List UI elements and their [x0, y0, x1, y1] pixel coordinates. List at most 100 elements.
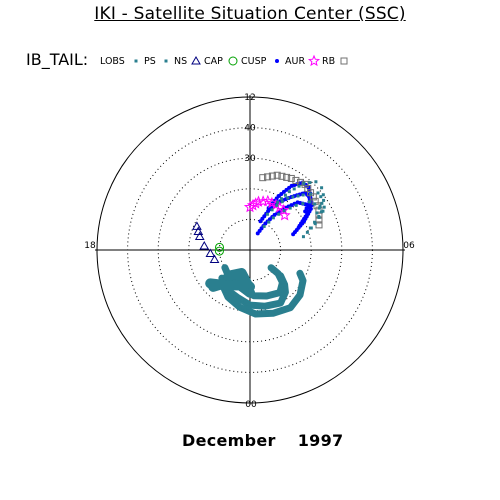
- marker: [215, 242, 225, 252]
- marker: [309, 193, 317, 201]
- marker: [233, 301, 237, 305]
- legend-label-lobs: LOBS: [100, 56, 125, 67]
- marker: [283, 288, 287, 292]
- marker: [297, 184, 301, 188]
- marker: [308, 226, 312, 230]
- marker: [301, 279, 305, 283]
- marker: [243, 300, 247, 304]
- marker: [277, 309, 281, 313]
- marker: [271, 268, 275, 272]
- legend-marker-lobs: [134, 59, 138, 63]
- marker: [296, 194, 300, 198]
- marker: [317, 206, 321, 210]
- marker: [292, 301, 296, 305]
- marker: [320, 201, 324, 205]
- marker: [263, 304, 267, 308]
- marker: [283, 285, 287, 289]
- marker: [255, 231, 260, 236]
- marker: [317, 214, 321, 218]
- marker: [288, 306, 292, 310]
- marker: [309, 192, 313, 196]
- marker: [318, 204, 322, 208]
- marker: [314, 180, 318, 184]
- marker: [251, 311, 255, 315]
- marker: [241, 306, 245, 310]
- data-points: [192, 171, 326, 318]
- marker: [257, 304, 261, 308]
- marker: [194, 231, 205, 241]
- marker: [236, 303, 240, 307]
- marker: [300, 276, 304, 280]
- marker: [268, 311, 272, 315]
- series-lobs: [222, 271, 305, 316]
- marker: [238, 305, 242, 309]
- legend-label-rb: RB: [322, 56, 335, 67]
- marker: [291, 195, 295, 199]
- legend-label-aur: AUR: [285, 56, 305, 67]
- trace-ps: [223, 268, 253, 289]
- marker: [301, 193, 305, 197]
- marker: [230, 292, 234, 296]
- marker: [251, 303, 255, 307]
- marker: [295, 200, 300, 205]
- marker: [300, 281, 304, 285]
- marker: [258, 294, 262, 298]
- marker: [275, 203, 279, 207]
- marker: [280, 284, 284, 288]
- marker: [283, 173, 291, 181]
- marker: [193, 226, 204, 235]
- angle-label-06: 06: [403, 241, 415, 251]
- marker: [274, 270, 278, 274]
- marker: [306, 209, 311, 214]
- marker: [296, 296, 300, 300]
- radial-label: 40: [244, 124, 256, 134]
- marker: [246, 309, 250, 313]
- marker: [276, 272, 280, 276]
- marker: [220, 276, 224, 280]
- marker: [292, 187, 296, 191]
- series-ns: [192, 221, 220, 264]
- marker: [308, 206, 313, 211]
- marker: [245, 302, 249, 306]
- marker: [209, 254, 220, 264]
- legend-label-ps: PS: [144, 56, 156, 67]
- legend-title: IB_TAIL:: [26, 50, 89, 69]
- marker: [255, 294, 259, 298]
- angle-label-00: 00: [245, 400, 257, 410]
- marker: [226, 295, 230, 299]
- marker: [287, 190, 291, 194]
- marker: [290, 303, 294, 307]
- marker: [262, 294, 266, 298]
- marker: [281, 296, 285, 300]
- marker: [268, 172, 276, 180]
- angular-labels: 12 06 00 18: [84, 93, 415, 410]
- marker: [303, 209, 308, 214]
- radial-label: 30: [244, 154, 256, 164]
- marker: [313, 202, 317, 206]
- series-lobs: [265, 191, 326, 230]
- marker: [277, 212, 281, 216]
- marker: [288, 206, 292, 210]
- marker: [322, 205, 326, 209]
- marker: [257, 312, 261, 316]
- marker: [280, 200, 284, 204]
- marker: [238, 297, 242, 301]
- marker: [273, 292, 277, 296]
- marker: [298, 271, 302, 275]
- marker: [321, 193, 325, 197]
- marker: [320, 186, 324, 190]
- marker: [269, 266, 273, 270]
- marker: [307, 200, 311, 204]
- marker: [298, 293, 302, 297]
- legend: LOBS PS NS CAP CUSP AUR RB: [100, 54, 348, 67]
- marker: [280, 308, 284, 312]
- marker: [313, 220, 317, 224]
- marker: [319, 195, 323, 199]
- marker: [316, 191, 320, 195]
- polar-grid: [95, 95, 405, 405]
- marker: [248, 310, 252, 314]
- legend-marker-cap: [228, 56, 238, 66]
- marker: [271, 311, 275, 315]
- marker: [228, 290, 232, 294]
